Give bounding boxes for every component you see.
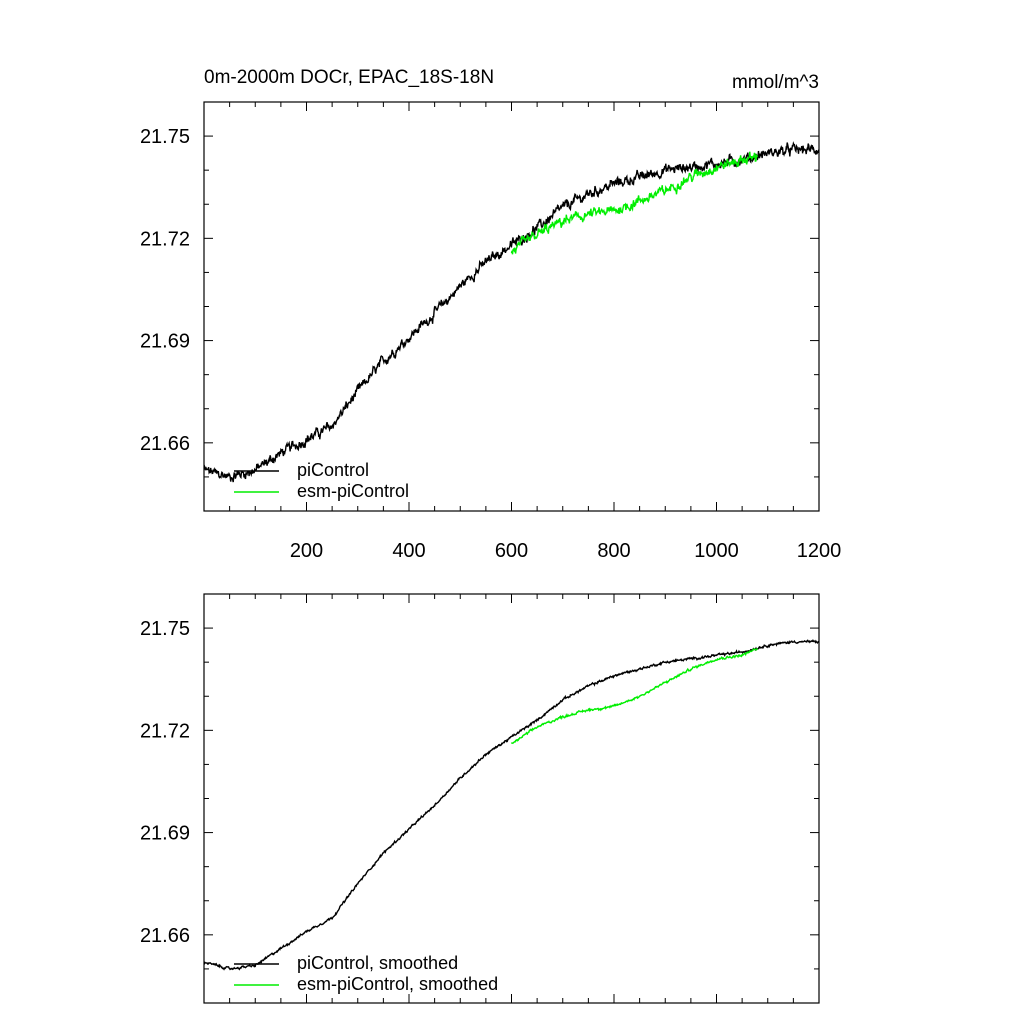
top-x-tick-label: 1000 [694, 540, 739, 562]
bottom-y-tick-label: 21.69 [140, 823, 190, 845]
top-x-tick-label: 1200 [797, 540, 842, 562]
top-x-tick-label: 800 [597, 540, 630, 562]
bottom-y-tick-label: 21.72 [140, 720, 190, 742]
top-y-tick-label: 21.66 [140, 433, 190, 455]
top-x-tick-label: 600 [495, 540, 528, 562]
bottom-y-tick-label: 21.66 [140, 925, 190, 947]
bottom-legend-label: piControl, smoothed [297, 953, 458, 973]
bottom-legend-label: esm-piControl, smoothed [297, 974, 498, 994]
top-legend-label: piControl [297, 460, 369, 480]
top-series-line-picontrol [204, 141, 819, 483]
top-series-line-esm-picontrol [510, 151, 759, 255]
bottom-plot-frame [203, 593, 820, 1004]
top-x-tick-label: 400 [392, 540, 425, 562]
top-legend-label: esm-piControl [297, 481, 409, 501]
top-panel: 21.66 21.69 21.72 21.75 200 400 600 800 1000 1200… [140, 101, 842, 562]
bottom-panel: 21.66 21.69 21.72 21.75 piControl, smoothede… [140, 593, 820, 1004]
top-y-tick-label: 21.75 [140, 126, 190, 148]
bottom-series-line-esm-picontrol [510, 647, 758, 745]
top-y-tick-label: 21.69 [140, 331, 190, 353]
top-y-tick-label: 21.72 [140, 228, 190, 250]
chart-units: mmol/m^3 [732, 72, 819, 93]
bottom-y-tick-label: 21.75 [140, 618, 190, 640]
top-x-tick-label: 200 [290, 540, 323, 562]
chart-title: 0m-2000m DOCr, EPAC_18S-18N [204, 67, 494, 88]
bottom-series-line-picontrol [204, 639, 819, 971]
